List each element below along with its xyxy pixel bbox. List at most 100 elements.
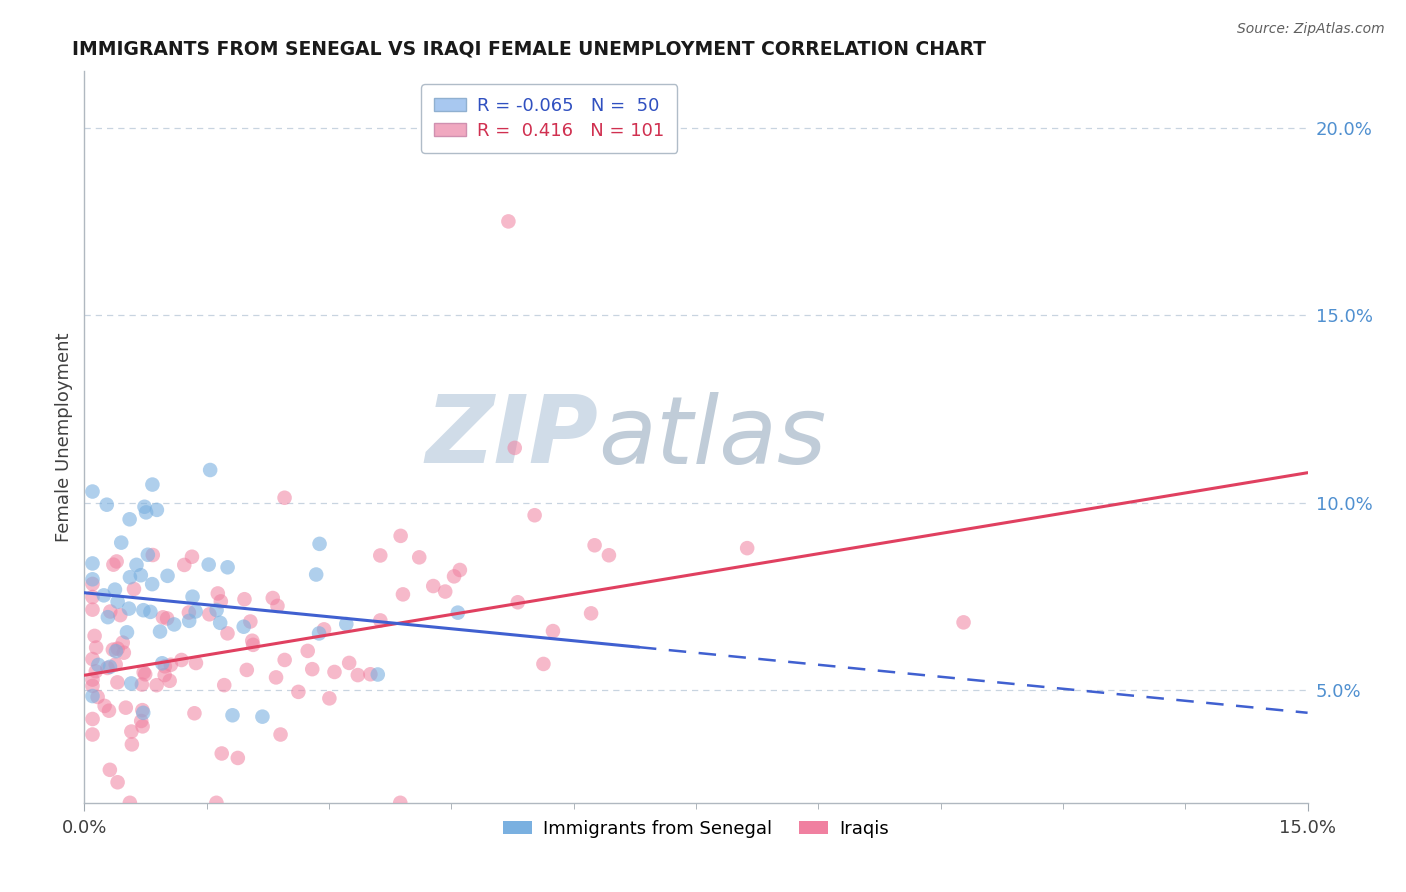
Point xyxy=(110,608,132,623)
Point xyxy=(323,665,346,679)
Point xyxy=(447,606,470,620)
Point xyxy=(408,550,430,565)
Point xyxy=(86,690,108,704)
Point xyxy=(122,582,145,596)
Point xyxy=(129,714,152,728)
Point xyxy=(131,703,153,717)
Point xyxy=(392,587,415,601)
Point xyxy=(82,557,104,571)
Point xyxy=(120,676,142,690)
Point xyxy=(233,592,256,607)
Point xyxy=(264,670,287,684)
Point xyxy=(287,685,309,699)
Point xyxy=(139,605,162,619)
Text: IMMIGRANTS FROM SENEGAL VS IRAQI FEMALE UNEMPLOYMENT CORRELATION CHART: IMMIGRANTS FROM SENEGAL VS IRAQI FEMALE … xyxy=(72,39,986,59)
Point xyxy=(82,484,104,499)
Point xyxy=(145,678,167,692)
Point xyxy=(273,491,295,505)
Point xyxy=(308,537,330,551)
Point xyxy=(163,617,186,632)
Point xyxy=(184,656,207,670)
Point xyxy=(181,549,204,564)
Point xyxy=(434,584,457,599)
Point xyxy=(101,642,124,657)
Point xyxy=(93,588,115,602)
Point xyxy=(82,590,104,604)
Point xyxy=(82,689,104,703)
Point xyxy=(198,607,221,622)
Point xyxy=(112,646,135,660)
Point xyxy=(217,626,239,640)
Point xyxy=(131,719,153,733)
Point xyxy=(98,763,121,777)
Point xyxy=(98,660,121,674)
Point xyxy=(312,623,335,637)
Point xyxy=(183,706,205,721)
Point xyxy=(212,678,235,692)
Point xyxy=(173,558,195,572)
Point xyxy=(141,477,163,491)
Point xyxy=(335,617,357,632)
Point xyxy=(107,594,129,608)
Point xyxy=(217,560,239,574)
Point xyxy=(160,657,183,672)
Point xyxy=(115,625,138,640)
Point xyxy=(503,441,526,455)
Point xyxy=(153,659,176,673)
Point xyxy=(368,614,391,628)
Point xyxy=(211,747,233,761)
Point xyxy=(221,708,243,723)
Point xyxy=(107,675,129,690)
Point xyxy=(240,633,263,648)
Point xyxy=(84,640,107,655)
Point xyxy=(118,601,141,615)
Point xyxy=(368,549,391,563)
Point xyxy=(142,548,165,562)
Point xyxy=(367,667,389,681)
Point xyxy=(103,558,125,572)
Point xyxy=(735,541,758,556)
Point xyxy=(93,698,115,713)
Point xyxy=(98,605,121,619)
Point xyxy=(205,603,228,617)
Point xyxy=(184,604,207,618)
Point xyxy=(136,548,159,562)
Point xyxy=(134,667,156,681)
Point xyxy=(104,657,127,672)
Point xyxy=(82,602,104,616)
Point xyxy=(179,614,201,628)
Point xyxy=(107,641,129,656)
Point xyxy=(125,558,148,572)
Point xyxy=(156,569,179,583)
Point xyxy=(236,663,259,677)
Point xyxy=(181,590,204,604)
Point xyxy=(153,668,176,682)
Point xyxy=(389,529,412,543)
Point xyxy=(273,653,295,667)
Point xyxy=(149,624,172,639)
Point xyxy=(105,554,128,568)
Point xyxy=(270,727,292,741)
Text: atlas: atlas xyxy=(598,392,827,483)
Point xyxy=(952,615,974,630)
Point xyxy=(132,603,155,617)
Point xyxy=(83,629,105,643)
Point xyxy=(134,500,156,514)
Point xyxy=(132,706,155,720)
Point xyxy=(118,570,141,584)
Point xyxy=(252,709,274,723)
Point xyxy=(207,586,229,600)
Point xyxy=(82,652,104,666)
Point xyxy=(170,653,193,667)
Point xyxy=(262,591,284,605)
Point xyxy=(506,595,529,609)
Point xyxy=(97,610,120,624)
Point xyxy=(422,579,444,593)
Point xyxy=(232,620,254,634)
Point xyxy=(118,512,141,526)
Point xyxy=(533,657,555,671)
Point xyxy=(150,657,173,671)
Point xyxy=(598,548,620,562)
Point xyxy=(523,508,546,523)
Point xyxy=(347,668,370,682)
